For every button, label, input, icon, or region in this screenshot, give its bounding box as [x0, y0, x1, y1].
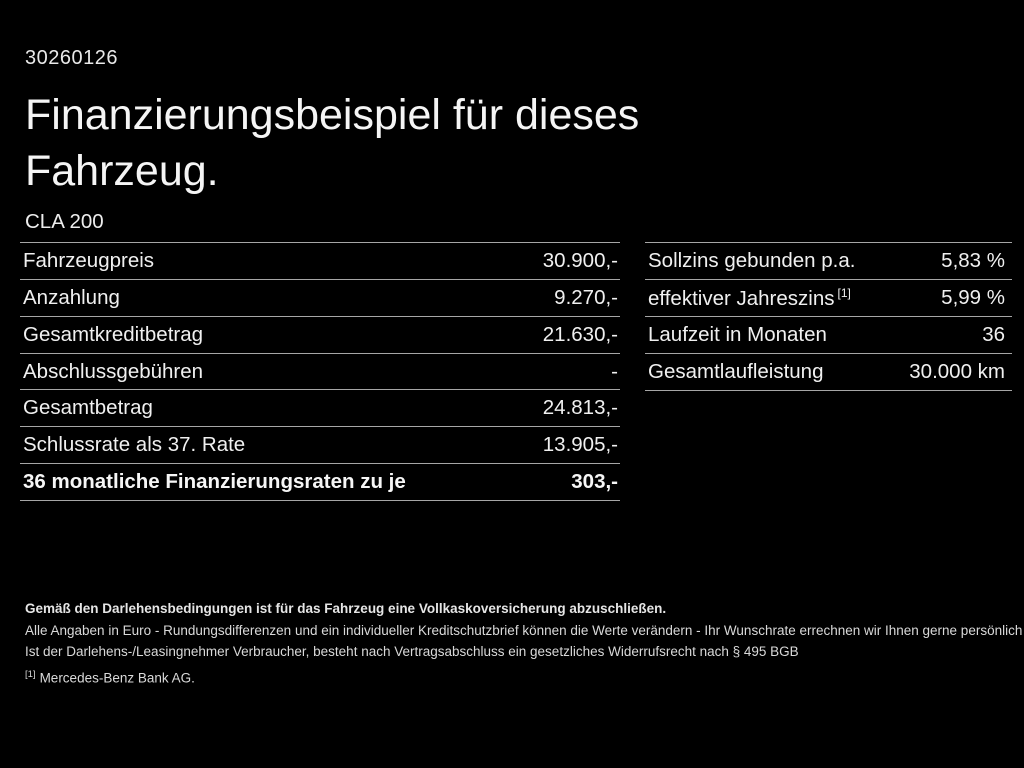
vehicle-model: CLA 200	[25, 210, 104, 233]
row-value: 36	[982, 323, 1005, 346]
row-label-text: effektiver Jahreszins	[648, 286, 835, 310]
row-value: 24.813,-	[542, 396, 618, 420]
row-label: Gesamtlaufleistung	[648, 360, 824, 383]
table-row: Schlussrate als 37. Rate 13.905,-	[20, 427, 620, 465]
row-label: Laufzeit in Monaten	[648, 323, 827, 346]
table-row: effektiver Jahreszins [1] 5,99 %	[645, 280, 1012, 317]
interest-terms-table: Sollzins gebunden p.a. 5,83 % effektiver…	[645, 242, 1012, 391]
row-label: Gesamtkreditbetrag	[23, 322, 204, 346]
row-value: -	[611, 359, 618, 383]
row-label: Sollzins gebunden p.a.	[648, 249, 856, 272]
row-label: Anzahlung	[23, 285, 120, 309]
table-row-monthly-rate: 36 monatliche Finanzierungsraten zu je 3…	[20, 464, 620, 502]
row-label: Abschlussgebühren	[23, 359, 204, 383]
document-number: 30260126	[25, 47, 118, 69]
table-row: Fahrzeugpreis 30.900,-	[20, 243, 620, 280]
footnote-marker: [1]	[25, 668, 36, 680]
row-value: 21.630,-	[542, 322, 618, 346]
table-row: Gesamtbetrag 24.813,-	[20, 390, 620, 428]
page-title: Finanzierungsbeispiel für dieses Fahrzeu…	[25, 87, 639, 199]
page-title-line2: Fahrzeug.	[25, 147, 219, 195]
legal-footer: Gemäß den Darlehensbedingungen ist für d…	[25, 598, 1023, 689]
table-row: Sollzins gebunden p.a. 5,83 %	[645, 243, 1012, 280]
page-title-line1: Finanzierungsbeispiel für dieses	[25, 91, 640, 139]
table-row: Gesamtkreditbetrag 21.630,-	[20, 317, 620, 354]
row-label: effektiver Jahreszins [1]	[645, 286, 851, 311]
row-label: Schlussrate als 37. Rate	[23, 433, 246, 457]
financing-details-table: Fahrzeugpreis 30.900,- Anzahlung 9.270,-…	[20, 242, 620, 502]
row-label: Fahrzeugpreis	[23, 248, 155, 272]
withdrawal-rights-line: Ist der Darlehens-/Leasingnehmer Verbrau…	[25, 644, 799, 659]
row-value: 5,99 %	[941, 286, 1005, 309]
row-value: 5,83 %	[941, 249, 1005, 272]
insurance-requirement-note: Gemäß den Darlehensbedingungen ist für d…	[25, 601, 667, 616]
table-row: Abschlussgebühren -	[20, 354, 620, 391]
table-row: Laufzeit in Monaten 36	[645, 317, 1012, 354]
footnote-bank: [1] Mercedes-Benz Bank AG.	[25, 664, 1000, 689]
row-value: 13.905,-	[542, 433, 618, 457]
row-value: 30.900,-	[542, 248, 618, 272]
footnote-text: Mercedes-Benz Bank AG.	[39, 670, 195, 685]
row-label: 36 monatliche Finanzierungsraten zu je	[23, 470, 406, 494]
row-value: 303,-	[571, 470, 618, 494]
row-label: Gesamtbetrag	[23, 396, 153, 420]
table-row: Gesamtlaufleistung 30.000 km	[645, 354, 1012, 391]
row-value: 9.270,-	[554, 285, 618, 309]
row-value: 30.000 km	[909, 360, 1005, 383]
footnote-reference: [1]	[837, 285, 851, 300]
table-row: Anzahlung 9.270,-	[20, 280, 620, 317]
disclaimer-line: Alle Angaben in Euro - Rundungsdifferenz…	[25, 622, 1023, 638]
